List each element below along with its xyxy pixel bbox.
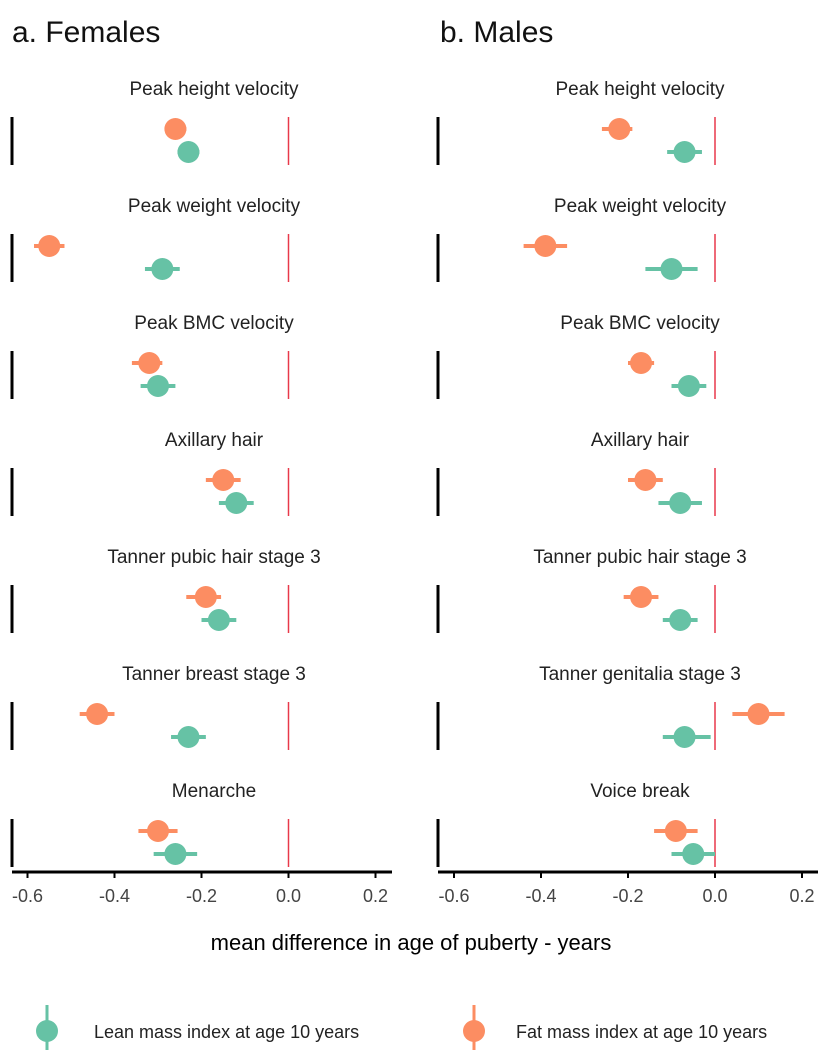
facet-label: Voice break — [590, 781, 690, 802]
legend-label: Fat mass index at age 10 years — [516, 1022, 767, 1042]
fat-point — [195, 586, 217, 608]
fat-point — [534, 235, 556, 257]
legend: Lean mass index at age 10 years Fat mass … — [36, 1005, 767, 1050]
facet-label: Tanner genitalia stage 3 — [539, 664, 741, 685]
x-tick-label: -0.6 — [12, 886, 43, 906]
lean-point — [682, 843, 704, 865]
lean-point — [151, 258, 173, 280]
fat-point — [630, 586, 652, 608]
facet-label: Tanner breast stage 3 — [122, 664, 306, 685]
lean-point — [674, 726, 696, 748]
fat-point — [86, 703, 108, 725]
facet-panel: Tanner pubic hair stage 3 — [12, 547, 321, 633]
facet-panel: Tanner breast stage 3 — [12, 664, 306, 750]
facet-panel: Tanner pubic hair stage 3 — [438, 547, 747, 633]
chart-title: b. Males — [440, 16, 553, 49]
fat-point — [748, 703, 770, 725]
facet-label: Tanner pubic hair stage 3 — [107, 547, 320, 568]
lean-point — [208, 609, 230, 631]
lean-point — [678, 375, 700, 397]
fat-point — [212, 469, 234, 491]
facet-panel: Voice break — [438, 781, 715, 867]
lean-point — [225, 492, 247, 514]
legend-item: Lean mass index at age 10 years — [36, 1005, 359, 1050]
facet-label: Axillary hair — [165, 430, 264, 451]
lean-point — [669, 609, 691, 631]
x-tick-label: -0.2 — [186, 886, 217, 906]
facet-label: Peak height velocity — [556, 79, 725, 100]
facet-panel: Peak weight velocity — [12, 196, 301, 282]
x-tick-label: 0.0 — [702, 886, 727, 906]
lean-point — [661, 258, 683, 280]
lean-point — [669, 492, 691, 514]
legend-item: Fat mass index at age 10 years — [463, 1005, 767, 1050]
x-tick-label: 0.2 — [789, 886, 814, 906]
chart-title: a. Females — [12, 16, 160, 49]
lean-point — [147, 375, 169, 397]
x-tick-label: -0.6 — [438, 886, 469, 906]
facet-label: Axillary hair — [591, 430, 690, 451]
fat-point — [665, 820, 687, 842]
facet-panel: Peak BMC velocity — [438, 313, 720, 399]
facet-label: Peak height velocity — [130, 79, 299, 100]
facet-label: Peak weight velocity — [554, 196, 727, 217]
facet-panel: Peak BMC velocity — [12, 313, 294, 399]
x-tick-label: 0.0 — [276, 886, 301, 906]
facet-panel: Menarche — [12, 781, 289, 867]
x-tick-label: -0.4 — [99, 886, 130, 906]
legend-key-point — [36, 1020, 58, 1042]
facet-panel: Peak height velocity — [438, 79, 725, 165]
facet-panel: Tanner genitalia stage 3 — [438, 664, 785, 750]
panels-layer: a. Females Peak height velocity Peak weigh… — [12, 16, 818, 906]
x-tick-label: -0.2 — [612, 886, 643, 906]
facet-label: Peak weight velocity — [128, 196, 301, 217]
facet-panel: Axillary hair — [12, 430, 289, 516]
fat-point — [138, 352, 160, 374]
facet-label: Peak BMC velocity — [134, 313, 294, 334]
lean-point — [177, 726, 199, 748]
fat-point — [147, 820, 169, 842]
facet-label: Peak BMC velocity — [560, 313, 720, 334]
legend-key-point — [463, 1020, 485, 1042]
fat-point — [164, 118, 186, 140]
x-axis-title: mean difference in age of puberty - year… — [211, 930, 612, 955]
fat-point — [630, 352, 652, 374]
lean-point — [674, 141, 696, 163]
facet-panel: Peak height velocity — [12, 79, 299, 165]
facet-label: Menarche — [172, 781, 257, 802]
facet-panel: Peak weight velocity — [438, 196, 727, 282]
fat-point — [38, 235, 60, 257]
legend-label: Lean mass index at age 10 years — [94, 1022, 359, 1042]
fat-point — [634, 469, 656, 491]
facet-panel: Axillary hair — [438, 430, 715, 516]
chart-females: a. Females Peak height velocity Peak weigh… — [12, 16, 392, 906]
fat-point — [608, 118, 630, 140]
facet-label: Tanner pubic hair stage 3 — [533, 547, 746, 568]
lean-point — [177, 141, 199, 163]
x-tick-label: 0.2 — [363, 886, 388, 906]
x-tick-label: -0.4 — [525, 886, 556, 906]
lean-point — [164, 843, 186, 865]
chart-males: b. Males Peak height velocity Peak weight … — [438, 16, 818, 906]
